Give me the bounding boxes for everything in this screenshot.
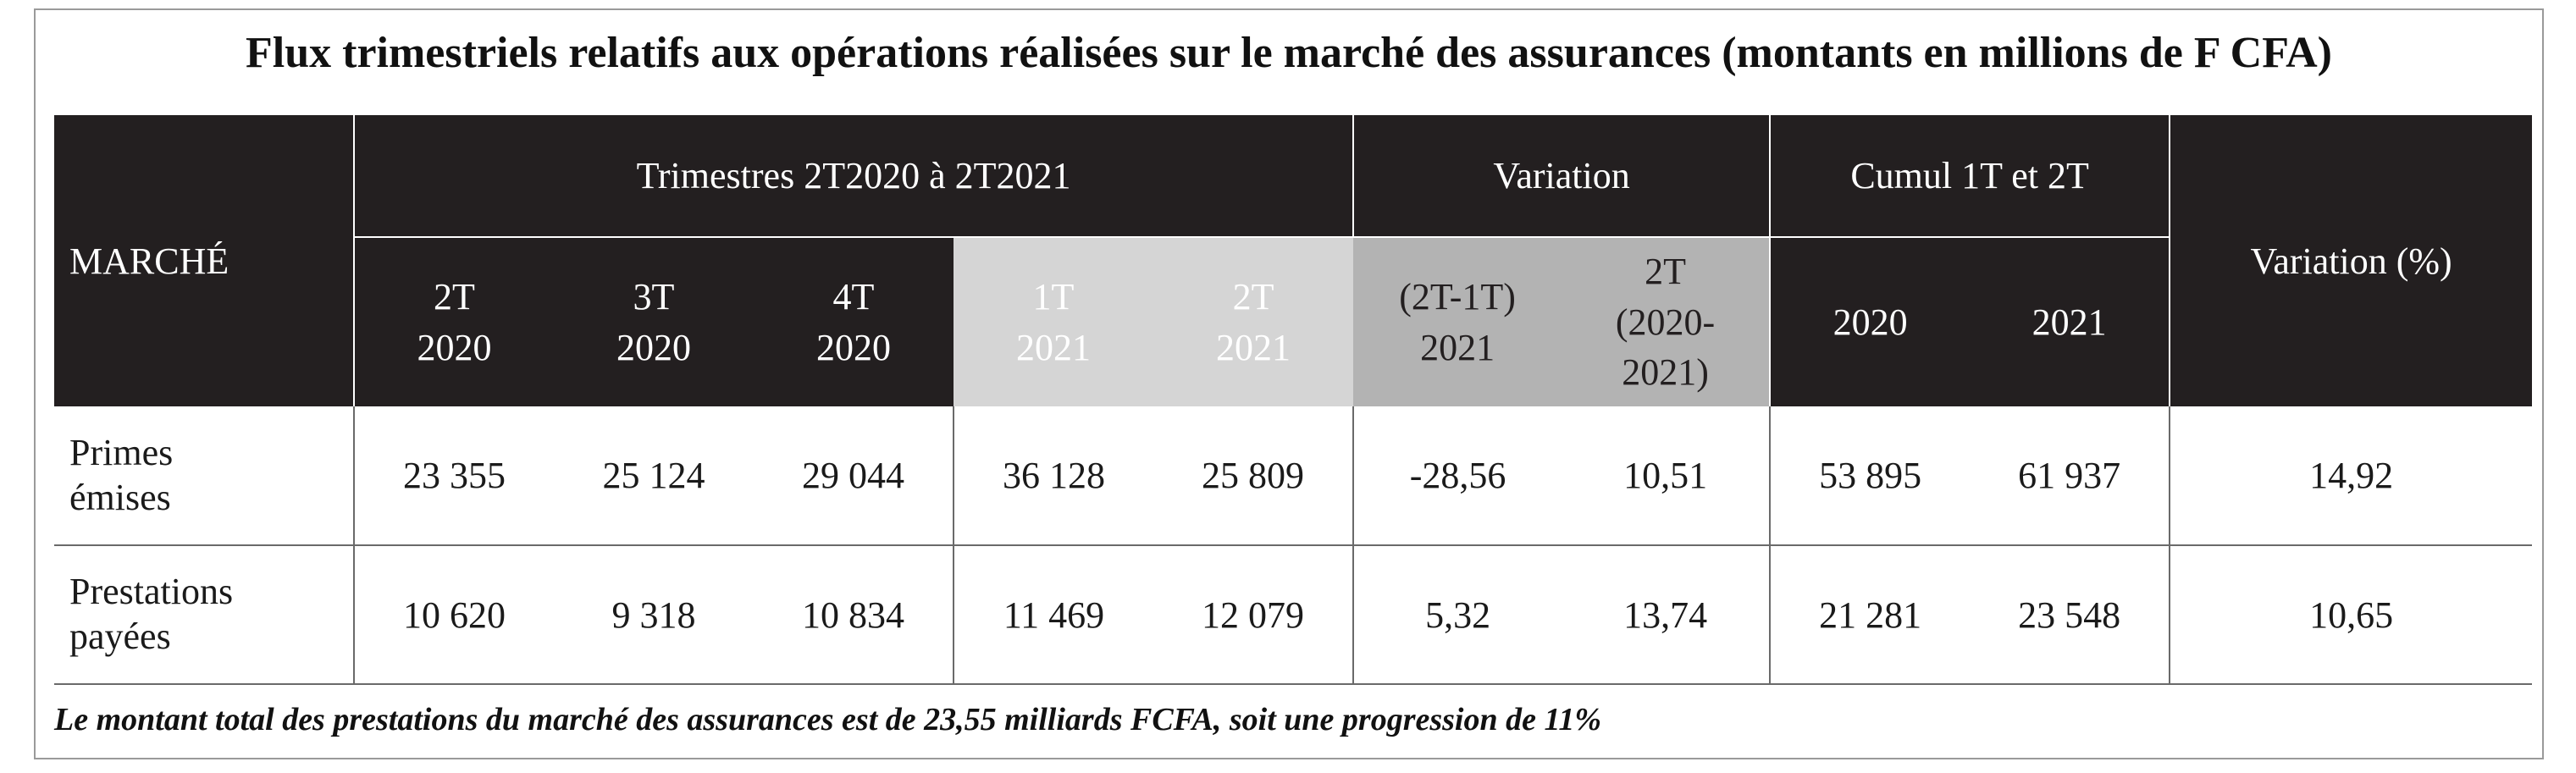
header-col-line: 2021) [1622, 351, 1709, 394]
table-cell: 9 318 [554, 545, 754, 685]
table-cell: 25 809 [1153, 406, 1354, 546]
table-frame [34, 8, 2544, 759]
table-cell: 13,74 [1562, 545, 1771, 685]
table-cell: 10,65 [2169, 545, 2533, 685]
header-col-line: (2020- [1615, 301, 1716, 343]
table-cell: 21 281 [1769, 545, 1971, 685]
header-col-line: 3T [633, 276, 675, 318]
data-table: MARCHÉ Trimestres 2T2020 à 2T2021 Variat… [54, 115, 2533, 685]
table-cell: 36 128 [953, 406, 1153, 546]
header-col-line: 2T [434, 276, 475, 318]
header-col-line: (2T-1T) [1399, 276, 1516, 318]
header-col-line: 2020 [616, 326, 691, 368]
page-title: Flux trimestriels relatifs aux opération… [246, 29, 2332, 77]
table-cell: 14,92 [2169, 406, 2533, 546]
header-col-line: 2020 [417, 326, 492, 368]
header-col-line: 2020 [816, 326, 891, 368]
table-row-primes: Primes émises 23 355 25 124 29 044 36 12… [54, 406, 2533, 546]
table-cell: 12 079 [1153, 545, 1354, 685]
row-label-line: Prestations [69, 571, 234, 613]
header-row-2: 2T 2020 3T 2020 4T 2020 1T 2021 2T 2021 … [54, 237, 2532, 406]
header-col-4t2020: 4T 2020 [754, 237, 954, 406]
table-cell: -28,56 [1352, 406, 1562, 546]
row-label-line: émises [69, 476, 171, 518]
table-cell: 23 548 [1970, 545, 2170, 685]
header-col-line: 2021 [1016, 326, 1091, 368]
header-variation-pct: Variation (%) [2170, 115, 2533, 406]
header-col-3t2020: 3T 2020 [554, 237, 754, 406]
table-cell: 10,51 [1562, 406, 1771, 546]
footnote: Le montant total des prestations du marc… [54, 702, 1602, 737]
row-label: Primes émises [54, 406, 354, 546]
header-col-line: 2T [1232, 276, 1274, 318]
header-col-line: 4T [832, 276, 875, 318]
header-col-line: 2020 [1832, 301, 1908, 343]
header-col-var-2t-2020-2021: 2T (2020- 2021) [1562, 237, 1772, 406]
row-label-line: payées [69, 616, 171, 657]
header-group-variation: Variation [1353, 115, 1772, 238]
header-row-1: MARCHÉ Trimestres 2T2020 à 2T2021 Variat… [54, 115, 2533, 406]
table-cell: 10 620 [353, 545, 554, 685]
row-label: Prestations payées [54, 545, 354, 685]
header-col-var-2t-1t: (2T-1T) 2021 [1353, 237, 1562, 406]
header-col-line: 2T [1645, 251, 1687, 293]
header-col-2t2020: 2T 2020 [354, 237, 554, 406]
header-marche: MARCHÉ [54, 115, 355, 406]
row-label-line: Primes [69, 431, 174, 473]
table-cell: 25 124 [554, 406, 754, 546]
table-cell: 10 834 [754, 545, 954, 685]
header-group-trimestres: Trimestres 2T2020 à 2T2021 [354, 115, 1355, 238]
table-cell: 29 044 [754, 406, 954, 546]
header-col-1t2021: 1T 2021 [954, 237, 1153, 406]
header-group-cumul: Cumul 1T et 2T [1770, 115, 2171, 238]
table-cell: 23 355 [353, 406, 554, 546]
header-col-line: 2021 [1216, 326, 1291, 368]
table-cell: 61 937 [1970, 406, 2170, 546]
table-cell: 5,32 [1352, 545, 1562, 685]
header-col-2t2021: 2T 2021 [1153, 237, 1354, 406]
header-col-line: 1T [1032, 276, 1075, 318]
table-row-prestations: Prestations payées 10 620 9 318 10 834 1… [54, 545, 2533, 685]
table-cell: 53 895 [1769, 406, 1971, 546]
header-col-line: 2021 [1420, 326, 1495, 368]
header-col-cumul-2020: 2020 [1770, 237, 1971, 406]
header-col-cumul-2021: 2021 [1970, 237, 2171, 406]
table-cell: 11 469 [953, 545, 1153, 685]
header-col-line: 2021 [2032, 301, 2107, 343]
